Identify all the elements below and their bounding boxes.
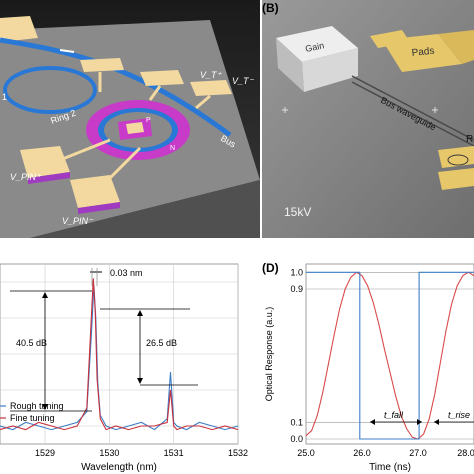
panel-a-device-render: V_T⁺ V_T⁻ 1 Ring 2 Bus P N V_PIN⁺ V_PIN⁻ [0, 0, 260, 238]
x-tick-label: 1531 [164, 448, 184, 458]
scale-label: 15kV [284, 205, 311, 219]
y-tick-label: 0.1 [290, 417, 303, 427]
response-curve [305, 271, 474, 440]
x-tick-label: 27.0 [409, 448, 427, 458]
y-tick-label: 1.0 [290, 267, 303, 277]
n-label: N [170, 145, 175, 152]
x-tick-label: 28.0 [457, 448, 474, 458]
legend: Rough tuning Fine tuning [0, 401, 64, 423]
x-tick-label: 26.0 [353, 448, 371, 458]
vt-minus-label: V_T⁻ [232, 76, 255, 86]
panel-d-label: (D) [262, 261, 279, 275]
panel-d-time-response-chart: (D) t_fall t_rise 0.0 0.1 0.9 1.0 25.0 26.0 27… [262, 256, 474, 474]
series-line-fine-tuning [0, 278, 239, 431]
x-tick-label: 1532 [228, 448, 248, 458]
vt-plus-label: V_T⁺ [200, 70, 223, 80]
peak2-annotation: 26.5 dB [146, 338, 177, 348]
t-fall-label: t_fall [384, 410, 404, 420]
y-axis-label-d: Optical Response (a.u.) [264, 307, 274, 402]
legend-rough: Rough tuning [10, 401, 64, 411]
peak1-annotation: 40.5 dB [16, 338, 47, 348]
vpin-minus-label: V_PIN⁻ [62, 216, 94, 226]
vpin-plus-label: V_PIN⁺ [10, 172, 42, 182]
x-tick-label: 1530 [99, 448, 119, 458]
series-line-rough-tuning [0, 285, 239, 431]
t-rise-label: t_rise [448, 410, 470, 420]
x-axis-label-d: Time (ns) [369, 462, 411, 473]
gain-label: Gain [304, 40, 325, 54]
r-label: R [466, 134, 473, 145]
plot-frame-d [305, 263, 474, 445]
legend-fine: Fine tuning [10, 413, 55, 423]
panel-b-label: (B) [262, 1, 279, 15]
x-tick-label: 25.0 [297, 448, 315, 458]
spectrum-svg: 0.03 nm 40.5 dB 26.5 dB Rough tuning Fin… [0, 263, 248, 473]
pads-label: Pads [411, 46, 435, 59]
y-tick-label: 0.9 [290, 284, 303, 294]
x-axis-label: Wavelength (nm) [81, 462, 157, 473]
ring1-label: 1 [2, 92, 7, 102]
drive-signal [306, 271, 474, 440]
time-response-svg: (D) t_fall t_rise 0.0 0.1 0.9 1.0 25.0 26.0 27… [262, 261, 474, 473]
panel-b-sem-image: (B) Gain Pads Bus waveguide R 15kV [262, 0, 474, 238]
x-tick-label: 1529 [35, 448, 55, 458]
res-annotation: 0.03 nm [110, 268, 143, 278]
panel-c-spectrum-chart: 0.03 nm 40.5 dB 26.5 dB Rough tuning Fin… [0, 256, 262, 474]
y-tick-label: 0.0 [290, 434, 303, 444]
p-label: P [146, 117, 151, 124]
